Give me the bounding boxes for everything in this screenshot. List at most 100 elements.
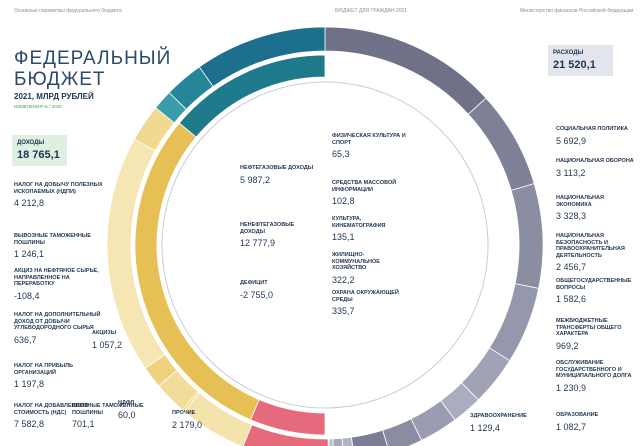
item-label: ЖИЛИЩНО-КОММУНАЛЬНОЕ ХОЗЯЙСТВО 322,2 — [332, 252, 412, 286]
item-value: 12 777,9 — [240, 238, 276, 248]
item-label: НАЦИОНАЛЬНАЯ БЕЗОПАСНОСТЬ И ПРАВООХРАНИТ… — [556, 233, 636, 273]
header-left: Основные параметры федерального бюджета — [14, 8, 122, 14]
item-name: ЗДРАВООХРАНЕНИЕ — [470, 413, 527, 419]
item-value: 1 129,4 — [470, 422, 501, 433]
subtitle: 2021, МЛРД РУБЛЕЙ — [14, 92, 94, 101]
item-name: НАЛОГ НА ДОБАВЛЕННУЮ СТОИМОСТЬ (НДС) — [14, 403, 89, 416]
item-value: 1 246,1 — [14, 249, 45, 259]
item-value: 3 113,2 — [556, 167, 586, 178]
item-value: 322,2 — [332, 274, 355, 285]
item-value: 60,0 — [118, 409, 136, 420]
ring-segment — [183, 392, 253, 446]
ring-segment — [510, 183, 544, 289]
item-label: НАЦИОНАЛЬНАЯ ЭКОНОМИКА 3 328,3 — [556, 195, 636, 222]
item-label: ПРОЧИЕ 2 179,0 — [172, 410, 262, 431]
item-name: ЖИЛИЩНО-КОММУНАЛЬНОЕ ХОЗЯЙСТВО — [332, 252, 380, 271]
item-name: НАЦИОНАЛЬНАЯ ЭКОНОМИКА — [556, 195, 604, 208]
note: ИЗМЕНЕНИЯ % / 2020 — [14, 104, 62, 109]
item-name: АКЦИЗЫ — [92, 330, 117, 336]
ring-segment — [488, 283, 540, 362]
item-label: КУЛЬТУРА, КИНЕМАТОГРАФИЯ 135,1 — [332, 216, 412, 243]
item-name: НАЛОГ НА ДОПОЛНИТЕЛЬНЫЙ ДОХОД ОТ ДОБЫЧИ … — [14, 312, 101, 331]
expense-label: РАСХОДЫ — [553, 50, 584, 56]
deficit-label: ДЕФИЦИТ — [240, 280, 268, 286]
item-name: НАЛОГ НА ДОБЫЧУ ПОЛЕЗНЫХ ИСКОПАЕМЫХ (НДП… — [14, 182, 103, 195]
item-name: НАЛОГ НА ПРИБЫЛЬ ОРГАНИЗАЦИЙ — [14, 363, 73, 376]
item-label: НАЦИОНАЛЬНАЯ ОБОРОНА 3 113,2 — [556, 158, 636, 179]
item-name: НАЦИОНАЛЬНАЯ ОБОРОНА — [556, 158, 634, 164]
inner-circle — [161, 81, 489, 409]
item-name: ФИЗИЧЕСКАЯ КУЛЬТУРА И СПОРТ — [332, 133, 406, 146]
item-value: 2 179,0 — [172, 419, 203, 430]
expense-box: РАСХОДЫ 21 520,1 — [548, 45, 613, 76]
item-value: 969,2 — [556, 340, 579, 351]
ring-segment — [242, 424, 329, 446]
item-value: 7 582,8 — [14, 419, 45, 429]
item-value: 4 212,8 — [14, 198, 45, 208]
item-label: НАЛОГ НА ДОБЫЧУ ПОЛЕЗНЫХ ИСКОПАЕМЫХ (НДП… — [14, 182, 104, 209]
item-name: КУЛЬТУРА, КИНЕМАТОГРАФИЯ — [332, 216, 386, 229]
ring-segment — [134, 122, 260, 421]
item-name: ОХРАНА ОКРУЖАЮЩЕЙ СРЕДЫ — [332, 290, 399, 303]
item-name: НДФЛ — [118, 400, 135, 406]
item-label: СРЕДСТВА МАССОВОЙ ИНФОРМАЦИИ 102,8 — [332, 180, 412, 207]
ring-segment — [250, 399, 326, 436]
title: ФЕДЕРАЛЬНЫЙ БЮДЖЕТ — [14, 48, 172, 90]
ring-segment — [168, 66, 214, 110]
item-label: СОЦИАЛЬНАЯ ПОЛИТИКА 5 692,9 — [556, 126, 636, 147]
item-name: ОБРАЗОВАНИЕ — [556, 412, 599, 418]
ring-segment — [178, 54, 326, 138]
item-label: ВВОЗНЫЕ ТАМОЖЕННЫЕ ПОШЛИНЫ 701,1 — [72, 403, 162, 430]
ring-segment — [324, 26, 487, 115]
item-name: ВВОЗНЫЕ ТАМОЖЕННЫЕ ПОШЛИНЫ — [72, 403, 144, 416]
item-label: ОБСЛУЖИВАНИЕ ГОСУДАРСТВЕННОГО И МУНИЦИПА… — [556, 360, 636, 394]
ring-segment — [144, 354, 178, 387]
header-right: Министерство финансов Российской Федерац… — [520, 8, 634, 14]
ring-segment — [467, 97, 535, 191]
item-value: 1 197,8 — [14, 379, 45, 389]
item-name: АКЦИЗ НА НЕФТЯНОЕ СЫРЬЕ, НАПРАВЛЕННОЕ НА… — [14, 268, 99, 287]
item-name: ОБЩЕГОСУДАРСТВЕННЫЕ ВОПРОСЫ — [556, 278, 632, 291]
expense-total: 21 520,1 — [553, 59, 596, 71]
item-value: 2 456,7 — [556, 262, 587, 272]
item-name: НЕФТЕГАЗОВЫЕ ДОХОДЫ — [240, 165, 314, 171]
item-label: НДФЛ 60,0 — [118, 400, 208, 421]
item-label: НЕФТЕГАЗОВЫЕ ДОХОДЫ 5 987,2 — [240, 165, 315, 186]
ring-segment — [106, 138, 166, 369]
item-value: 135,1 — [332, 232, 355, 242]
ring-segment — [133, 107, 175, 152]
item-value: 5 692,9 — [556, 135, 587, 146]
item-name: НЕНЕФТЕГАЗОВЫЕ ДОХОДЫ — [240, 222, 295, 235]
item-label: НАЛОГ НА ДОБАВЛЕННУЮ СТОИМОСТЬ (НДС) 7 58… — [14, 403, 104, 430]
revenue-total: 18 765,1 — [17, 149, 60, 161]
item-label: ФИЗИЧЕСКАЯ КУЛЬТУРА И СПОРТ 65,3 — [332, 133, 412, 160]
item-label: НАЛОГ НА ДОПОЛНИТЕЛЬНЫЙ ДОХОД ОТ ДОБЫЧИ … — [14, 312, 104, 346]
ring-segment — [155, 92, 187, 124]
item-name: ВЫВОЗНЫЕ ТАМОЖЕННЫЕ ПОШЛИНЫ — [14, 233, 91, 246]
item-value: -108,4 — [14, 290, 40, 301]
ring-segment — [158, 369, 199, 411]
item-value: 335,7 — [332, 306, 355, 316]
item-name: НАЦИОНАЛЬНАЯ БЕЗОПАСНОСТЬ И ПРАВООХРАНИТ… — [556, 233, 625, 259]
item-label: МЕЖБЮДЖЕТНЫЕ ТРАНСФЕРТЫ ОБЩЕГО ХАРАКТЕРА… — [556, 318, 636, 352]
revenue-box: ДОХОДЫ 18 765,1 — [12, 135, 67, 166]
item-label: НЕНЕФТЕГАЗОВЫЕ ДОХОДЫ 12 777,9 — [240, 222, 315, 249]
item-name: СРЕДСТВА МАССОВОЙ ИНФОРМАЦИИ — [332, 180, 397, 193]
item-name: ОБСЛУЖИВАНИЕ ГОСУДАРСТВЕННОГО И МУНИЦИПА… — [556, 360, 632, 379]
item-name: ПРОЧИЕ — [172, 410, 196, 416]
item-label: НАЛОГ НА ПРИБЫЛЬ ОРГАНИЗАЦИЙ 1 197,8 — [14, 363, 104, 390]
item-value: 1 582,6 — [556, 294, 587, 304]
item-label: ОХРАНА ОКРУЖАЮЩЕЙ СРЕДЫ 335,7 — [332, 290, 412, 317]
item-label: ОБЩЕГОСУДАРСТВЕННЫЕ ВОПРОСЫ 1 582,6 — [556, 278, 636, 305]
item-label: ЗДРАВООХРАНЕНИЕ 1 129,4 — [470, 413, 550, 434]
revenue-label: ДОХОДЫ — [17, 140, 45, 146]
item-value: 1 082,7 — [556, 421, 587, 432]
deficit-value: -2 755,0 — [240, 289, 274, 300]
item-value: 3 328,3 — [556, 211, 587, 221]
item-name: СОЦИАЛЬНАЯ ПОЛИТИКА — [556, 126, 628, 132]
ring-segment — [328, 438, 334, 446]
item-label: ДЕФИЦИТ -2 755,0 — [240, 280, 315, 301]
item-value: 701,1 — [72, 419, 95, 429]
